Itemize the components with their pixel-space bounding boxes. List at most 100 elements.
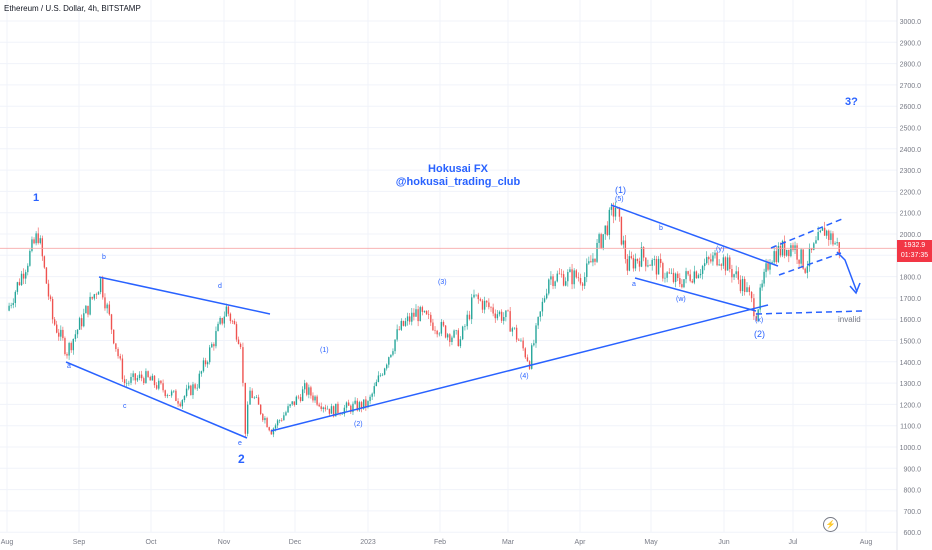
candle-down (168, 395, 171, 396)
candle-up (151, 375, 154, 381)
candle-up (786, 249, 788, 256)
candle-up (358, 402, 361, 411)
candle-up (813, 243, 815, 250)
candle-up (35, 233, 37, 244)
candle-down (242, 347, 244, 383)
candle-down (62, 329, 64, 339)
candle-down (316, 396, 318, 405)
candle-down (828, 230, 830, 240)
candle-down (720, 264, 722, 266)
candle-up (614, 207, 617, 217)
candle-down (432, 322, 434, 331)
candle-down (691, 280, 693, 283)
candle-up (202, 360, 205, 372)
price-tick-label: 1700.0 (900, 296, 922, 303)
candle-down (755, 316, 757, 321)
candle-down (668, 272, 670, 274)
price-tick-label: 1500.0 (900, 339, 922, 346)
candle-up (31, 239, 33, 251)
candle-down (47, 283, 50, 297)
candle-up (400, 320, 402, 330)
candle-up (773, 251, 775, 263)
candle-down (244, 382, 246, 434)
lightning-icon[interactable]: ⚡ (823, 517, 838, 532)
candle-up (215, 331, 217, 347)
candle-down (53, 319, 56, 325)
candle-down (492, 307, 494, 314)
price-tick-label: 2300.0 (900, 168, 922, 175)
candle-down (649, 265, 651, 266)
price-tick-label: 1800.0 (900, 275, 922, 282)
candle-up (106, 304, 108, 309)
candle-up (419, 307, 421, 322)
candle-down (266, 418, 268, 428)
price-axis: 3000.0 2900.0 2800.0 2700.0 2600.0 2500.0 2400… (900, 19, 922, 537)
candle-up (453, 330, 455, 338)
candle-down (660, 258, 662, 264)
wave-label-1-minor: (1) (320, 347, 329, 354)
candle-down (409, 316, 411, 322)
projection-arrowhead (849, 282, 861, 295)
candle-up (830, 233, 832, 240)
candle-up (314, 396, 316, 401)
candle-down (64, 338, 66, 355)
candle-up (198, 373, 201, 388)
candle-down (729, 257, 731, 270)
candle-up (718, 264, 720, 266)
candle-down (177, 401, 179, 404)
candle-up (39, 238, 41, 243)
candle-up (683, 279, 685, 288)
candle-up (145, 371, 147, 384)
candle-down (81, 318, 83, 327)
candle-down (695, 271, 698, 279)
candle-up (183, 395, 186, 401)
candle-up (451, 337, 453, 343)
candle-up (274, 425, 277, 429)
candle-up (699, 273, 702, 276)
candle-up (304, 383, 306, 390)
candle-up (89, 296, 91, 315)
candle-down (51, 298, 54, 320)
candle-up (99, 278, 102, 293)
symbol-title: Ethereum / U.S. Dollar, 4h, BITSTAMP (4, 4, 141, 13)
candle-down (594, 258, 596, 262)
candle-down (750, 291, 753, 299)
candle-up (706, 257, 708, 264)
candle-up (586, 263, 588, 278)
candle-up (685, 271, 687, 280)
candle-up (76, 329, 79, 335)
candle-down (281, 420, 283, 421)
candle-up (759, 287, 761, 310)
candle-down (140, 374, 143, 379)
candle-up (196, 387, 198, 389)
projection-arrow (836, 251, 858, 293)
candle-down (672, 272, 675, 282)
candle-down (642, 247, 645, 258)
wave-label-x: (x) (755, 317, 763, 324)
wave-label-a-2: a (632, 281, 636, 288)
candle-up (170, 391, 173, 396)
candle-down (832, 233, 834, 245)
candle-down (110, 314, 113, 330)
candle-up (746, 287, 748, 292)
price-tick-label: 2400.0 (900, 147, 922, 154)
candle-up (455, 330, 457, 331)
candle-up (674, 273, 677, 282)
candle-up (771, 262, 773, 264)
candle-down (70, 343, 72, 351)
candle-up (657, 258, 660, 275)
candle-down (689, 274, 691, 281)
candle-down (413, 312, 415, 317)
candle-up (741, 278, 744, 292)
candle-down (655, 258, 658, 275)
watermark: Hokusai FX @hokusai_trading_club (396, 163, 521, 188)
candle-up (373, 386, 375, 394)
candle-up (200, 371, 203, 374)
candle-down (179, 403, 181, 407)
candle-down (606, 225, 608, 235)
candle-down (227, 306, 230, 314)
candle-down (731, 269, 733, 278)
price-tick-label: 1300.0 (900, 381, 922, 388)
candle-up (16, 282, 19, 292)
